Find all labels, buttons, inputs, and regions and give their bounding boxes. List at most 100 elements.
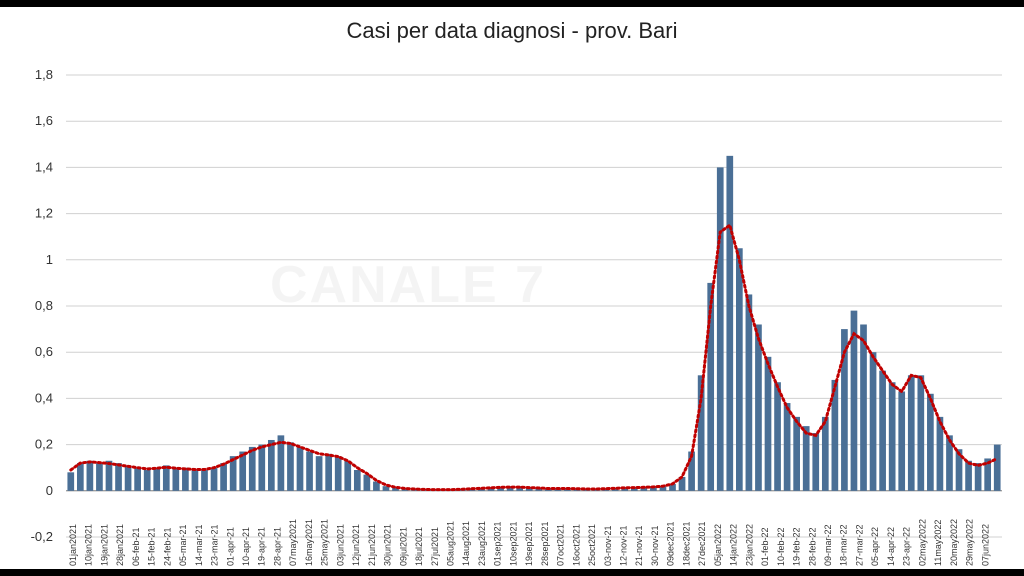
bar xyxy=(764,356,772,491)
x-tick-label: 30-nov-21 xyxy=(650,525,660,566)
bar xyxy=(697,375,705,491)
bar xyxy=(373,481,380,491)
bar xyxy=(898,391,906,491)
x-tick-label: 25may2021 xyxy=(320,519,330,566)
bar xyxy=(363,474,371,491)
x-tick-label: 23aug2021 xyxy=(477,521,487,566)
x-tick-label: 10-feb-22 xyxy=(776,527,786,566)
bar xyxy=(353,470,361,491)
x-tick-label: 12jun2021 xyxy=(351,524,361,566)
x-tick-label: 27-mar-22 xyxy=(854,524,864,566)
x-tick-label: 30jun2021 xyxy=(383,524,393,566)
bar xyxy=(325,453,332,491)
x-tick-label: 19-feb-22 xyxy=(792,527,802,566)
y-tick-label: 0,6 xyxy=(35,344,53,359)
bar xyxy=(669,483,676,491)
bar xyxy=(716,167,724,491)
x-tick-label: 20may2022 xyxy=(949,519,959,566)
x-tick-label: 01-apr-21 xyxy=(225,527,235,566)
y-tick-label: 1,2 xyxy=(35,206,53,221)
bar xyxy=(783,403,791,491)
bar xyxy=(76,463,84,491)
x-tick-label: 03jun2021 xyxy=(335,524,345,566)
bar xyxy=(96,463,103,491)
y-tick-label: 0 xyxy=(46,483,53,498)
bar xyxy=(382,486,390,491)
bar xyxy=(707,282,715,491)
moving-average-line xyxy=(69,222,999,492)
y-axis-ticks: -0,2 0 0,2 0,4 0,6 0,8 1 1,2 1,4 1,6 1,8 xyxy=(31,67,53,544)
bar xyxy=(888,382,896,491)
x-tick-label: 01jan2021 xyxy=(68,524,78,566)
bar xyxy=(201,470,208,491)
y-tick-label: 1 xyxy=(46,252,53,267)
bar xyxy=(182,467,189,491)
x-tick-label: 03-nov-21 xyxy=(603,525,613,566)
y-tick-label: 0,2 xyxy=(35,437,53,452)
bar xyxy=(879,370,886,491)
bar xyxy=(497,486,504,491)
bar xyxy=(258,444,266,491)
x-tick-label: 28sep2021 xyxy=(540,521,550,566)
bar xyxy=(907,375,915,491)
bar xyxy=(115,463,122,491)
x-tick-label: 28-feb-22 xyxy=(807,527,817,566)
x-tick-label: 19jan2021 xyxy=(99,524,109,566)
bar xyxy=(726,155,734,491)
bar xyxy=(248,446,256,491)
y-tick-label: 1,6 xyxy=(35,113,53,128)
x-tick-label: 28-apr-21 xyxy=(272,527,282,566)
bar xyxy=(640,487,648,491)
bar xyxy=(315,456,323,491)
bar xyxy=(869,352,877,491)
x-tick-label: 14-mar-21 xyxy=(194,524,204,566)
chart-title: Casi per data diagnosi - prov. Bari xyxy=(346,18,678,43)
x-tick-label: 05-mar-21 xyxy=(178,524,188,566)
x-tick-label: 19sep2021 xyxy=(524,521,534,566)
bar xyxy=(296,446,304,491)
bar xyxy=(850,310,858,491)
bar xyxy=(917,375,925,491)
x-tick-label: 02may2022 xyxy=(917,519,927,566)
x-tick-label: 07may2021 xyxy=(288,519,298,566)
x-tick-label: 06-feb-21 xyxy=(131,527,141,566)
x-tick-label: 23-mar-21 xyxy=(210,524,220,566)
bar xyxy=(153,467,161,491)
x-tick-label: 09jul2021 xyxy=(398,527,408,566)
bar xyxy=(392,487,399,491)
bar xyxy=(220,463,227,491)
bar xyxy=(802,426,810,491)
bar xyxy=(936,416,944,491)
x-tick-label: 27jul2021 xyxy=(430,527,440,566)
x-tick-label: 09dec2021 xyxy=(666,521,676,566)
x-tick-label: 05jan2022 xyxy=(713,524,723,566)
x-tick-label: 19-apr-21 xyxy=(257,527,267,566)
bar xyxy=(774,382,781,491)
bar xyxy=(229,456,237,491)
bar xyxy=(841,329,848,491)
x-tick-label: 28jan2021 xyxy=(115,524,125,566)
x-tick-label: 01sep2021 xyxy=(493,521,503,566)
bar xyxy=(287,442,294,491)
bar xyxy=(172,467,180,491)
x-tick-label: 01-feb-22 xyxy=(760,527,770,566)
bar xyxy=(191,470,199,491)
bar xyxy=(955,449,963,491)
x-tick-label: 29may2022 xyxy=(965,519,975,566)
bar xyxy=(162,465,170,491)
bar xyxy=(344,460,352,491)
bar xyxy=(974,463,982,491)
x-tick-label: 11may2022 xyxy=(933,520,943,566)
x-tick-label: 23jan2022 xyxy=(744,524,754,566)
bar xyxy=(268,439,275,491)
x-axis-ticks: 01jan2021 10jan2021 19jan2021 28jan2021 06-f… xyxy=(68,519,990,566)
bar xyxy=(124,465,132,491)
x-tick-label: 14-apr-22 xyxy=(886,527,896,566)
x-tick-label: 16oct2021 xyxy=(571,524,581,566)
x-tick-label: 14jan2022 xyxy=(729,524,739,566)
x-tick-label: 25oct2021 xyxy=(587,524,597,566)
bar xyxy=(67,472,75,491)
x-tick-label: 05aug2021 xyxy=(445,521,455,566)
bar xyxy=(487,487,495,491)
